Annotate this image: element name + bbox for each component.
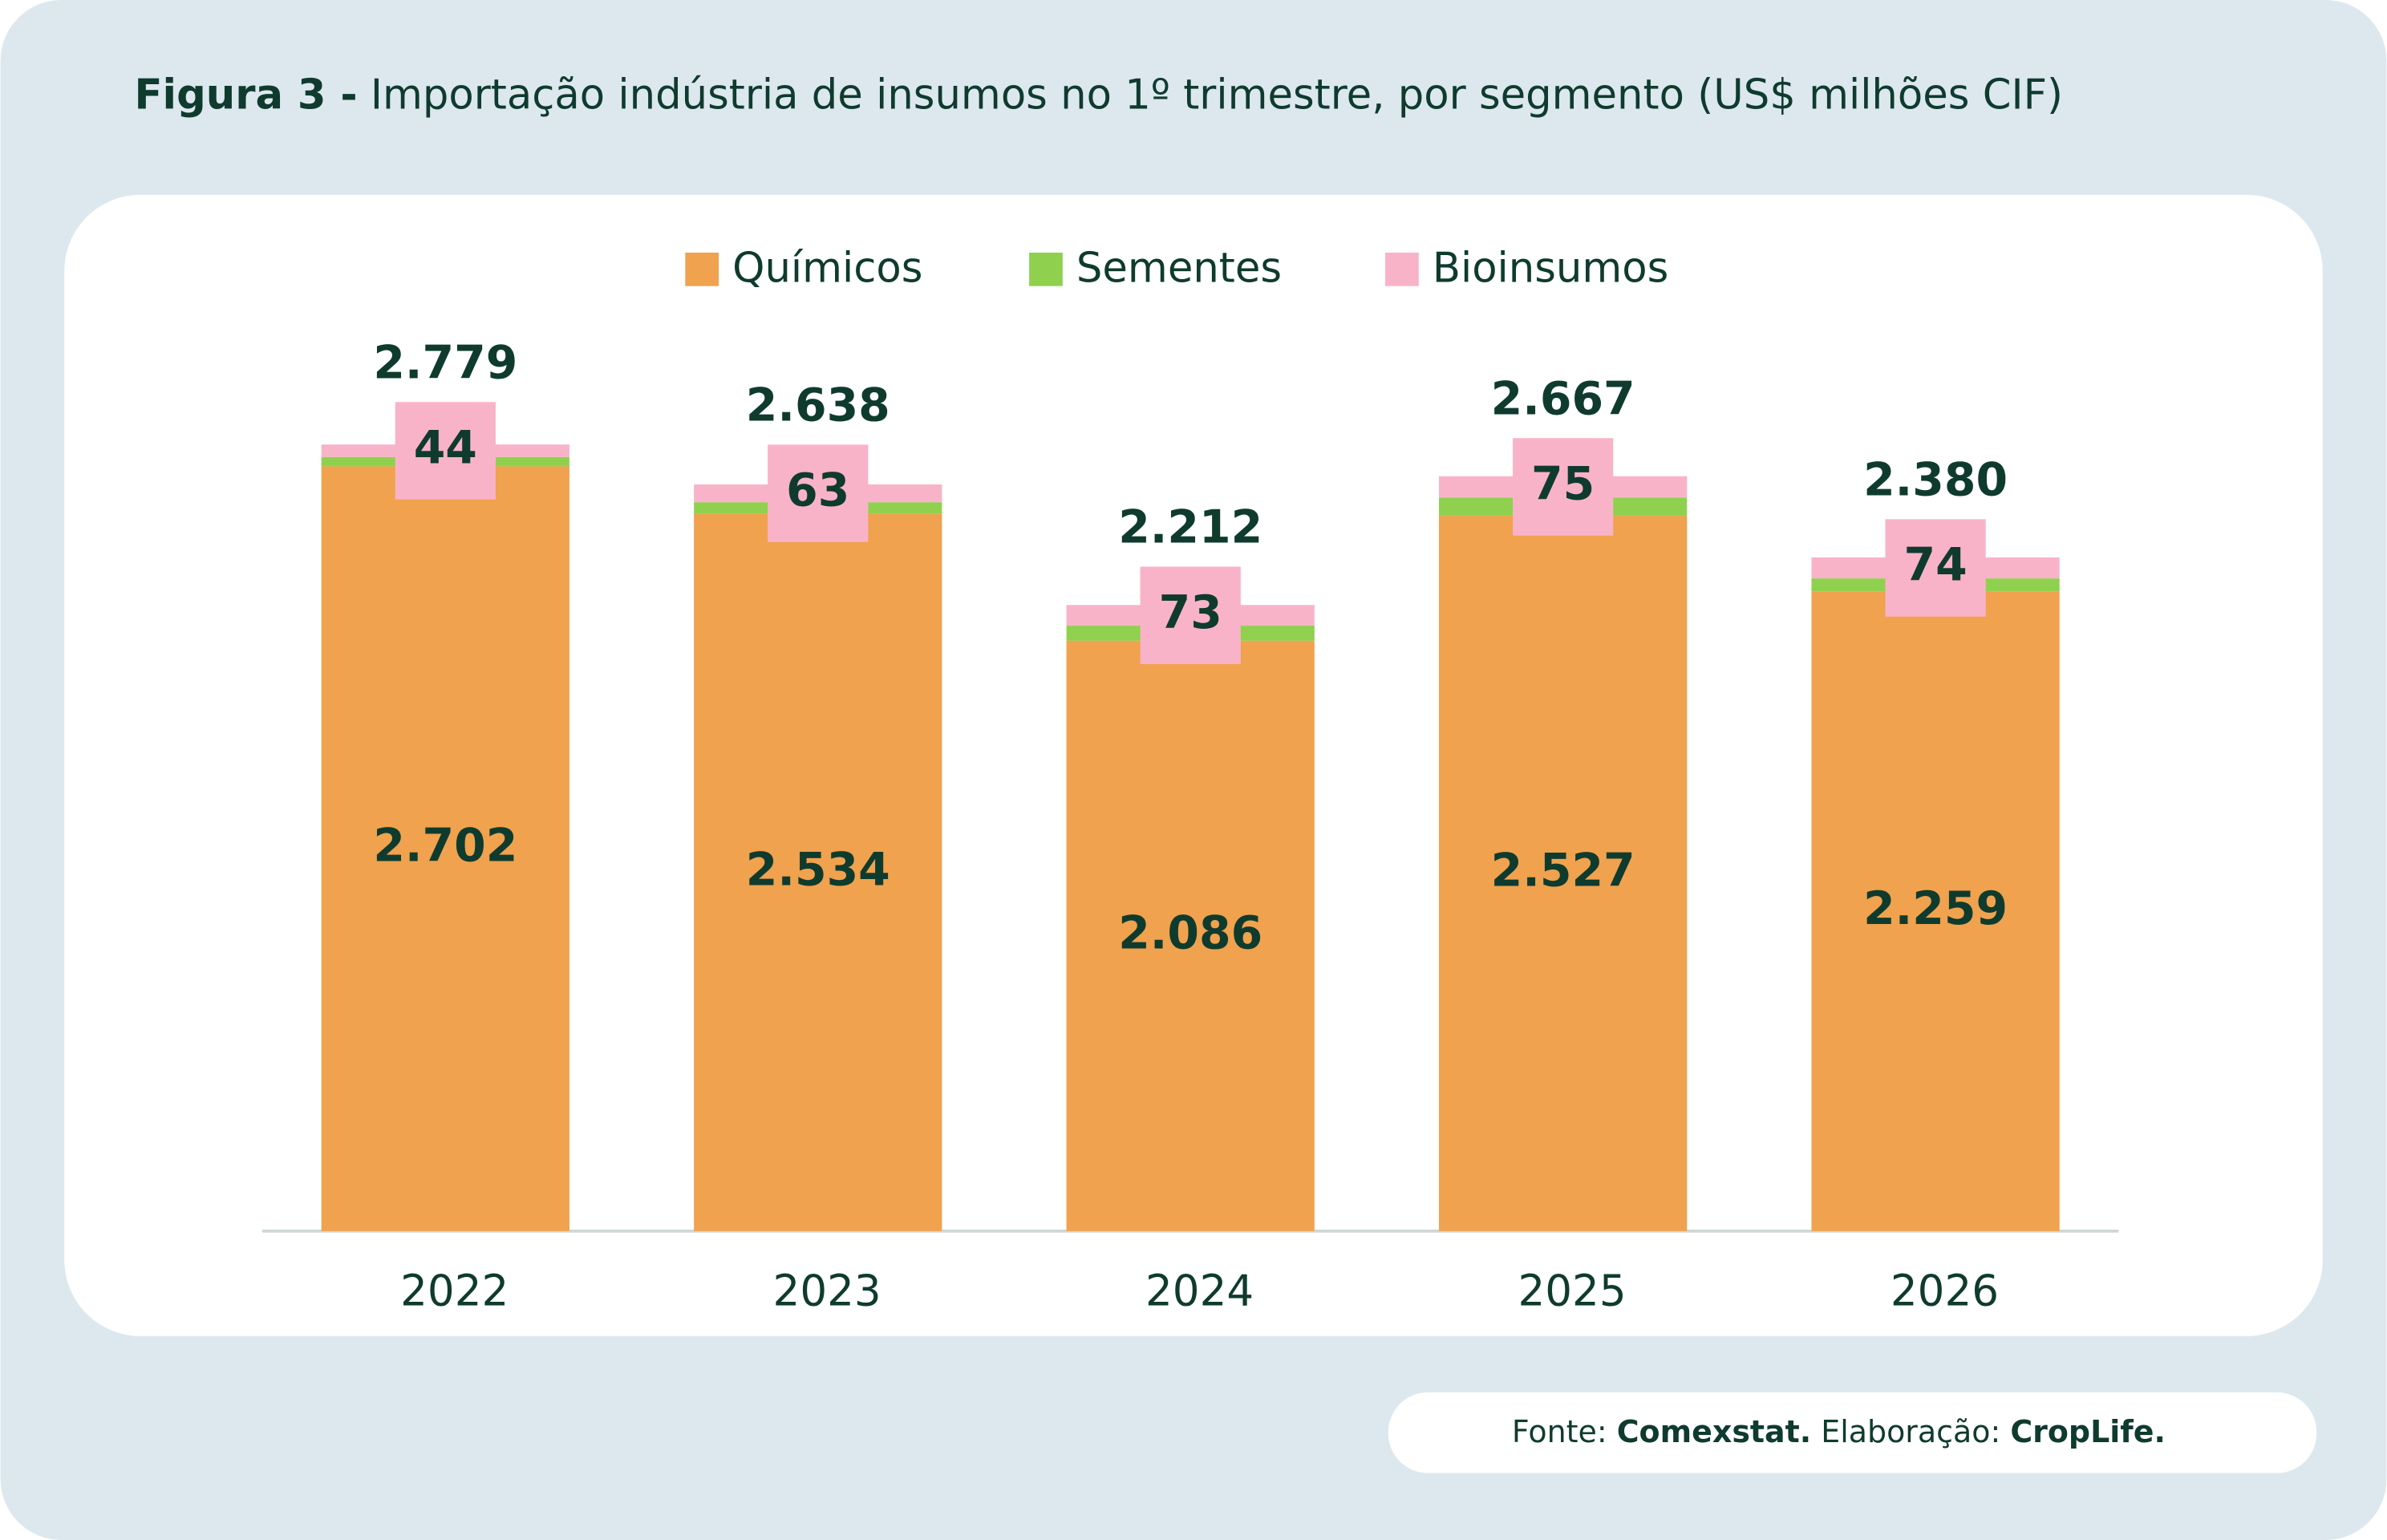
legend-swatch bbox=[685, 252, 719, 286]
value-label: 2.534 bbox=[746, 843, 890, 896]
legend-label: Bioinsumos bbox=[1433, 245, 1668, 293]
footer-pill bbox=[1388, 1392, 2317, 1473]
value-label: 63 bbox=[786, 464, 849, 517]
x-tick-label: 2026 bbox=[1891, 1266, 1999, 1315]
title-text: Importação indústria de insumos no 1º tr… bbox=[371, 71, 2063, 119]
bar-segment bbox=[1066, 640, 1315, 1231]
x-tick-label: 2024 bbox=[1145, 1266, 1254, 1315]
total-label: 2.779 bbox=[373, 336, 517, 389]
legend-swatch bbox=[1029, 252, 1063, 286]
legend-label: Sementes bbox=[1076, 245, 1282, 293]
value-label: 2.702 bbox=[373, 820, 517, 873]
label-box bbox=[768, 444, 869, 542]
label-box bbox=[1885, 519, 1986, 617]
legend-label: Químicos bbox=[732, 245, 922, 293]
label-box bbox=[1140, 566, 1241, 664]
legend-swatch bbox=[1385, 252, 1419, 286]
credit-label: Elaboração: bbox=[1821, 1414, 2000, 1449]
x-tick-label: 2025 bbox=[1518, 1266, 1626, 1315]
label-box bbox=[1513, 438, 1614, 536]
total-label: 2.667 bbox=[1491, 372, 1635, 425]
value-label: 2.527 bbox=[1491, 845, 1635, 898]
value-label: 2.086 bbox=[1118, 906, 1262, 959]
chart-title: Figura 3 - Importação indústria de insum… bbox=[135, 71, 2064, 119]
source: Comexstat. bbox=[1617, 1414, 1812, 1449]
bar-segment bbox=[694, 513, 942, 1231]
total-label: 2.380 bbox=[1863, 453, 2008, 506]
x-tick-label: 2022 bbox=[400, 1266, 509, 1315]
value-label: 2.259 bbox=[1863, 882, 2008, 935]
bar-segment bbox=[321, 466, 569, 1231]
value-label: 73 bbox=[1159, 586, 1222, 639]
total-label: 2.212 bbox=[1118, 501, 1262, 554]
label-box bbox=[395, 402, 496, 500]
bar-segment bbox=[1811, 591, 2060, 1231]
value-label: 44 bbox=[414, 422, 477, 475]
value-label: 75 bbox=[1531, 458, 1595, 511]
x-tick-label: 2023 bbox=[773, 1266, 881, 1315]
value-label: 74 bbox=[1903, 539, 1967, 592]
bar-segment bbox=[1439, 516, 1688, 1231]
total-label: 2.638 bbox=[746, 379, 890, 432]
title-prefix: Figura 3 - bbox=[135, 71, 358, 119]
credit: CropLife. bbox=[2010, 1414, 2166, 1449]
footer: Fonte: Comexstat. Elaboração: CropLife. bbox=[1512, 1414, 2166, 1449]
source-label: Fonte: bbox=[1512, 1414, 1607, 1449]
